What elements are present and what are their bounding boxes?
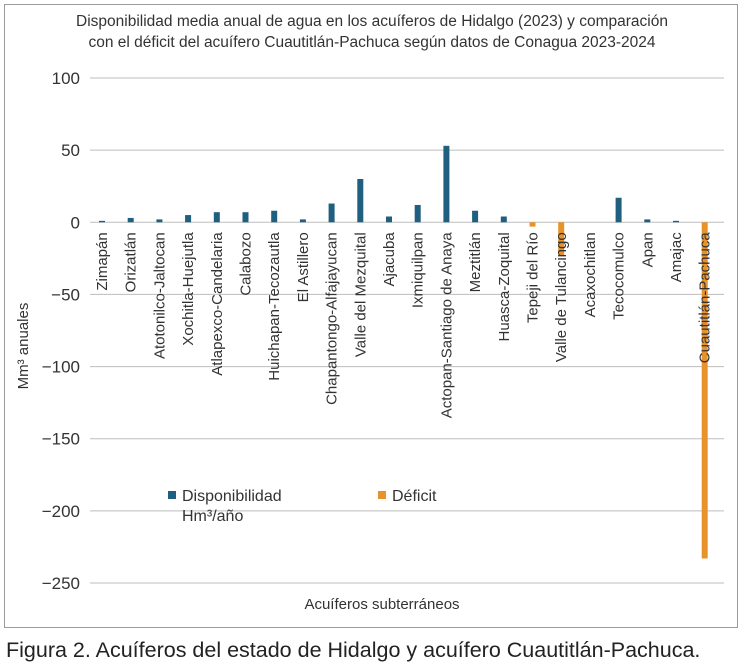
category-label-huasca-zoquital: Huasca-Zoquital (496, 232, 513, 341)
category-label-el-astillero: El Astillero (295, 232, 312, 302)
bar-disponibilidad-apan (644, 219, 651, 223)
bar-deficit-cuautitlan-pachuca (701, 222, 708, 559)
category-label-apan: Apan (639, 232, 656, 267)
category-labels: Zimapán Orizatlán Atotonilco-Jaltocan Xochi… (94, 232, 714, 419)
category-label-xochitla-huejutla: Xochitla-Huejutla (180, 232, 197, 346)
chart-title-line-1: Disponibilidad media anual de agua en lo… (76, 13, 668, 30)
bar-deficit-tepeji-del-rio (529, 222, 536, 227)
category-label-valle-de-tulancingo: Valle de Tulancingo (553, 232, 570, 362)
bar-disponibilidad-ajacuba (386, 216, 392, 223)
category-label-orizatlan: Orizatlán (123, 232, 140, 292)
gridlines (90, 77, 724, 584)
y-tick-label: 100 (52, 69, 80, 88)
figure-frame (4, 4, 738, 628)
bar-disponibilidad-meztitlan (472, 210, 479, 223)
bar-disponibilidad-xochitla-huejutla (185, 215, 192, 223)
category-label-acaxochitlan: Acaxochitlan (582, 232, 599, 317)
bar-disponibilidad-valle-del-mezquital (357, 179, 364, 223)
bar-deficit-valle-de-tulancingo (558, 222, 565, 256)
bar-disponibilidad-actopan-santiago-de-anaya (443, 145, 450, 223)
bar-disponibilidad-orizatlan (127, 217, 134, 223)
category-label-ajacuba: Ajacuba (381, 232, 398, 287)
bar-disponibilidad-huichapan-tecozautla (271, 210, 278, 223)
y-tick-label: 50 (61, 141, 80, 160)
bar-disponibilidad-zimapan (99, 220, 105, 223)
figure-caption: Figura 2. Acuíferos del estado de Hidalg… (6, 638, 701, 662)
chart: Disponibilidad media anual de agua en lo… (15, 13, 724, 613)
bar-disponibilidad-atlapexco-candelaria (213, 212, 220, 223)
legend-label-disponibilidad: Disponibilidad (182, 488, 282, 505)
category-label-tecocomulco: Tecocomulco (611, 232, 628, 320)
legend-label-deficit: Déficit (392, 488, 437, 505)
bar-disponibilidad-huasca-zoquital (500, 216, 507, 223)
category-label-ixmiquilpan: Ixmiquilpan (410, 232, 427, 308)
bars (99, 145, 708, 559)
y-axis-title: Mm³ anuales (15, 303, 32, 390)
y-tick-label: −100 (42, 358, 80, 377)
y-tick-label: 0 (71, 213, 80, 232)
category-label-actopan-santiago-de-anaya: Actopan-Santiago de Anaya (438, 232, 455, 419)
bar-disponibilidad-calabozo (242, 212, 249, 223)
x-axis-title: Acuíferos subterráneos (304, 596, 459, 613)
y-tick-label: −150 (42, 430, 80, 449)
category-label-chapantongo-alfajayucan: Chapantongo-Alfajayucan (324, 232, 341, 405)
category-label-huichapan-tecozautla: Huichapan-Tecozautla (266, 232, 283, 381)
bar-disponibilidad-el-astillero (299, 219, 306, 223)
bar-disponibilidad-amajac (673, 220, 679, 223)
category-label-amajac: Amajac (668, 232, 685, 283)
category-label-atlapexco-candelaria: Atlapexco-Candelaria (209, 232, 226, 376)
legend: Disponibilidad Hm³/año Déficit (168, 488, 437, 525)
bar-disponibilidad-tecocomulco (615, 197, 622, 223)
chart-title-line-2: con el déficit del acuífero Cuautitlán-P… (88, 34, 655, 51)
category-label-tepeji-del-rio: Tepeji del Río (525, 232, 542, 323)
y-tick-label: −50 (51, 285, 80, 304)
y-tick-label: −250 (42, 574, 80, 593)
legend-label-disponibilidad: Hm³/año (182, 508, 243, 525)
bar-disponibilidad-ixmiquilpan (414, 204, 421, 223)
legend-swatch-disponibilidad (168, 491, 176, 499)
category-label-calabozo: Calabozo (238, 232, 255, 295)
y-axis-ticks: 100 50 0 −50 −100 −150 −200 −250 (42, 69, 80, 593)
y-tick-label: −200 (42, 502, 80, 521)
legend-swatch-deficit (378, 491, 386, 499)
category-label-valle-del-mezquital: Valle del Mezquital (352, 232, 369, 357)
bar-disponibilidad-atotonilco-jaltocan (156, 219, 163, 223)
bar-disponibilidad-chapantongo-alfajayucan (328, 203, 335, 223)
category-label-atotonilco-jaltocan: Atotonilco-Jaltocan (151, 232, 168, 359)
category-label-cuautitlan-pachuca: Cuautitlán-Pachuca (697, 232, 714, 364)
category-label-meztitlan: Meztitlán (467, 232, 484, 292)
category-label-zimapan: Zimapán (94, 232, 111, 290)
